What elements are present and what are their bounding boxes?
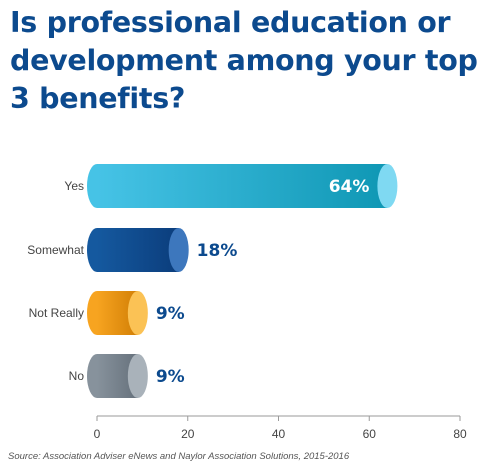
bar-end-cap: [127, 291, 148, 335]
bars: Yes 64% Somewhat 18% Not Really 9% No 9%: [27, 164, 398, 398]
bar-yes: [87, 164, 398, 208]
bar-end-cap: [168, 228, 189, 272]
bar-end-cap: [377, 164, 398, 208]
value-label: 18%: [197, 241, 238, 261]
value-label: 9%: [156, 304, 185, 324]
bar-no: [87, 354, 148, 398]
x-axis: 0 20 40 60 80: [94, 415, 467, 441]
category-label: Not Really: [29, 306, 84, 320]
category-label: Somewhat: [27, 243, 84, 257]
category-label: Yes: [64, 179, 84, 193]
chart-title: Is professional education or development…: [10, 6, 478, 115]
x-tick-label: 0: [94, 427, 101, 441]
bar-somewhat: [87, 228, 189, 272]
x-tick-label: 20: [181, 427, 195, 441]
x-tick-label: 60: [363, 427, 377, 441]
bar-body: [97, 228, 179, 272]
bar-end-cap: [127, 354, 148, 398]
bar-not-really: [87, 291, 148, 335]
bar-body: [97, 164, 388, 208]
source-note: Source: Association Adviser eNews and Na…: [8, 451, 350, 462]
value-label: 64%: [329, 177, 370, 197]
x-tick-label: 80: [453, 427, 467, 441]
category-label: No: [69, 369, 85, 383]
x-tick-label: 40: [272, 427, 286, 441]
value-label: 9%: [156, 367, 185, 387]
